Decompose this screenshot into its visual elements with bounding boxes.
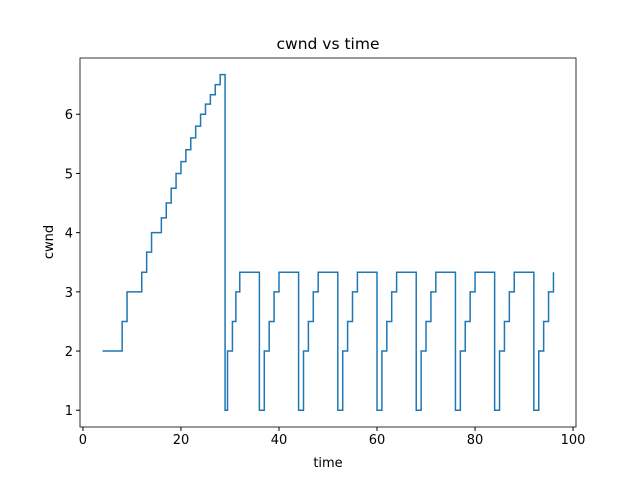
x-tick-label: 20 (173, 433, 190, 448)
y-tick-label: 3 (65, 286, 73, 301)
y-tick-label: 1 (65, 404, 73, 419)
y-tick-label: 6 (65, 108, 73, 123)
x-tick-label: 0 (79, 433, 87, 448)
x-tick-label: 40 (271, 433, 288, 448)
y-tick-label: 4 (65, 227, 73, 242)
y-tick-label: 5 (65, 167, 73, 182)
y-axis-label: cwnd (42, 225, 57, 259)
chart-title: cwnd vs time (277, 35, 380, 53)
step-line (102, 73, 555, 411)
x-axis-label: time (313, 456, 342, 471)
plot-frame (79, 57, 577, 428)
x-tick-label: 100 (561, 433, 586, 448)
y-tick-label: 2 (65, 345, 73, 360)
x-tick-label: 80 (467, 433, 484, 448)
x-tick-label: 60 (369, 433, 386, 448)
